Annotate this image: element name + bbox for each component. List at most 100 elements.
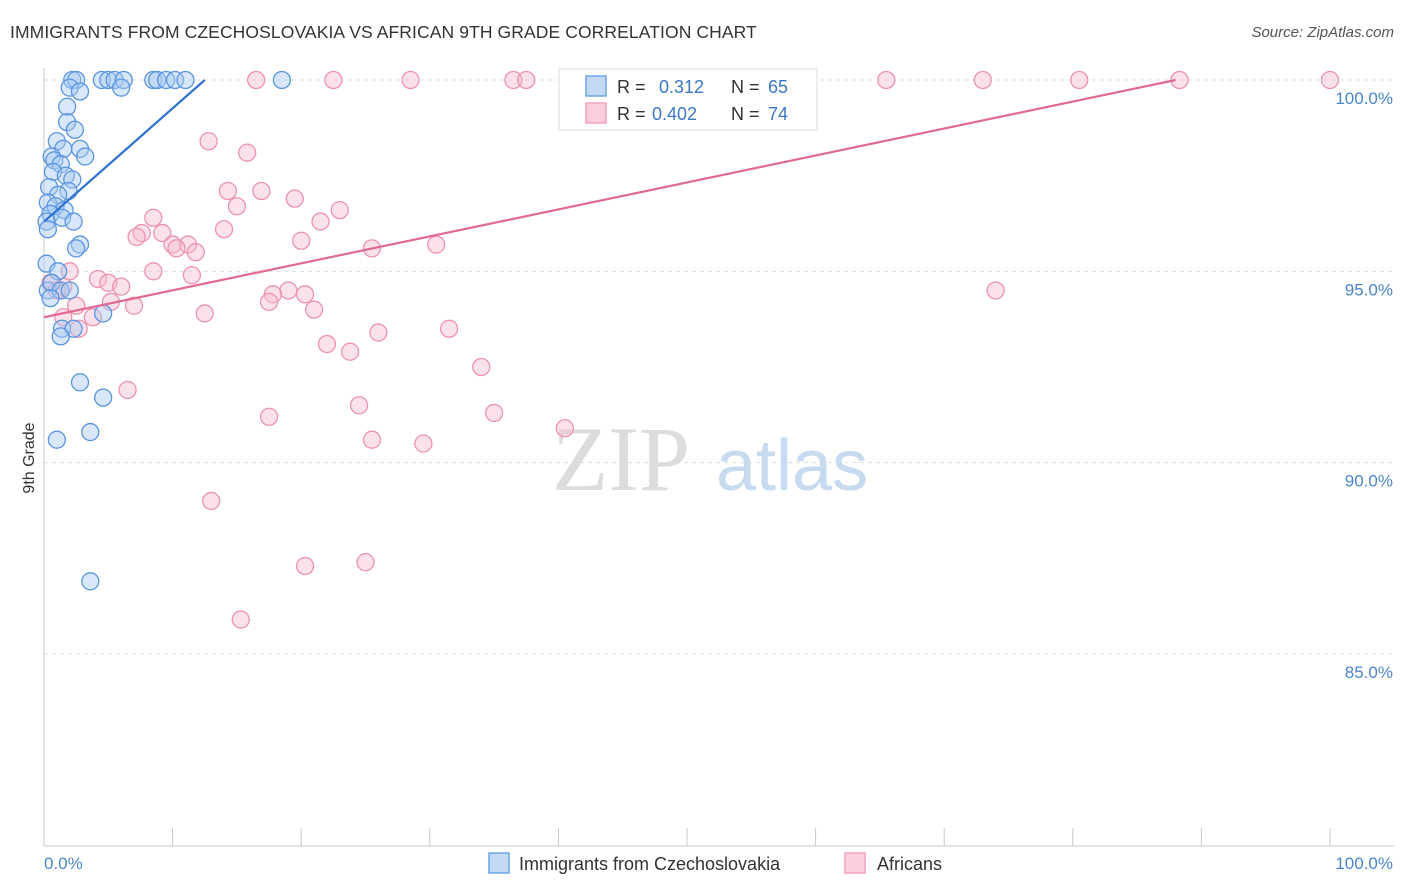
y-tick-label: 85.0%	[1345, 663, 1393, 682]
point-africans[interactable]	[247, 70, 266, 90]
point-africans[interactable]	[238, 143, 257, 162]
point-africans[interactable]	[227, 197, 247, 216]
point-africans[interactable]	[182, 266, 202, 285]
point-czechoslovakia[interactable]	[272, 70, 292, 90]
legend: R = 0.312 N = 65 R = 0.402 N = 74	[558, 68, 818, 131]
point-czechoslovakia[interactable]	[176, 70, 195, 90]
y-axis-title: 9th Grade	[21, 422, 38, 493]
point-africans[interactable]	[414, 434, 433, 453]
point-africans[interactable]	[252, 181, 271, 201]
point-czechoslovakia[interactable]	[94, 304, 113, 323]
point-czechoslovakia[interactable]	[57, 97, 77, 116]
point-africans[interactable]	[144, 208, 163, 227]
point-africans[interactable]	[231, 610, 250, 629]
point-africans[interactable]	[118, 380, 137, 400]
point-czechoslovakia[interactable]	[47, 430, 67, 449]
point-africans[interactable]	[330, 200, 349, 220]
point-africans[interactable]	[317, 334, 337, 354]
legend-r-label-2: R =	[617, 104, 646, 124]
point-africans[interactable]	[401, 70, 420, 90]
watermark-zip: ZIP	[552, 408, 690, 510]
point-czechoslovakia[interactable]	[166, 70, 185, 90]
point-africans[interactable]	[112, 277, 131, 296]
point-africans[interactable]	[986, 281, 1005, 300]
point-czechoslovakia[interactable]	[112, 78, 131, 97]
trendlines	[43, 78, 1176, 319]
point-africans[interactable]	[285, 189, 304, 208]
point-czechoslovakia[interactable]	[144, 70, 163, 90]
legend-swatch-blue	[585, 75, 607, 97]
point-czechoslovakia[interactable]	[94, 388, 113, 407]
point-africans[interactable]	[295, 556, 315, 576]
y-tick-label: 100.0%	[1335, 89, 1393, 108]
point-africans[interactable]	[259, 407, 279, 426]
point-africans[interactable]	[484, 403, 504, 423]
point-czechoslovakia[interactable]	[92, 70, 112, 90]
point-africans[interactable]	[83, 308, 103, 327]
x-tick-label-max: 100.0%	[1335, 854, 1393, 873]
point-africans[interactable]	[1320, 70, 1340, 90]
point-africans[interactable]	[153, 223, 172, 243]
point-africans[interactable]	[369, 323, 388, 342]
point-czechoslovakia[interactable]	[70, 82, 90, 101]
point-africans[interactable]	[295, 285, 315, 304]
point-africans[interactable]	[178, 235, 198, 254]
point-czechoslovakia[interactable]	[65, 120, 85, 139]
point-africans[interactable]	[292, 231, 311, 250]
point-africans[interactable]	[555, 419, 574, 438]
point-africans[interactable]	[427, 235, 446, 254]
point-czechoslovakia[interactable]	[60, 281, 79, 300]
point-africans[interactable]	[186, 243, 205, 262]
y-tick-label: 95.0%	[1345, 280, 1393, 299]
watermark-atlas: atlas	[716, 426, 868, 506]
point-africans[interactable]	[167, 239, 186, 258]
point-africans[interactable]	[504, 70, 523, 90]
bottom-legend-label-africans[interactable]: Africans	[877, 854, 942, 874]
point-czechoslovakia[interactable]	[81, 422, 100, 442]
point-czechoslovakia[interactable]	[76, 147, 95, 166]
point-czechoslovakia[interactable]	[70, 373, 90, 392]
point-czechoslovakia[interactable]	[51, 327, 70, 346]
point-africans[interactable]	[218, 181, 238, 201]
point-africans[interactable]	[973, 70, 992, 90]
point-africans[interactable]	[362, 430, 382, 449]
point-africans[interactable]	[356, 553, 375, 572]
point-africans[interactable]	[144, 262, 163, 281]
point-africans[interactable]	[472, 357, 491, 377]
point-africans[interactable]	[1070, 70, 1089, 90]
point-africans[interactable]	[304, 300, 324, 319]
point-czechoslovakia[interactable]	[38, 220, 58, 239]
point-africans[interactable]	[439, 319, 459, 338]
point-africans[interactable]	[214, 220, 234, 239]
point-africans[interactable]	[88, 269, 108, 289]
point-czechoslovakia[interactable]	[48, 262, 68, 281]
point-czechoslovakia[interactable]	[41, 288, 60, 308]
watermark: ZIP atlas	[552, 408, 868, 510]
point-africans[interactable]	[877, 70, 896, 90]
point-africans[interactable]	[199, 132, 218, 151]
point-czechoslovakia[interactable]	[63, 170, 82, 189]
point-czechoslovakia[interactable]	[67, 239, 86, 258]
point-africans[interactable]	[127, 227, 146, 247]
point-czechoslovakia[interactable]	[64, 212, 83, 231]
point-czechoslovakia[interactable]	[60, 78, 79, 97]
series-czechoslovakia	[37, 70, 292, 591]
point-africans[interactable]	[259, 292, 279, 312]
point-africans[interactable]	[279, 281, 298, 300]
point-africans[interactable]	[340, 342, 360, 361]
bottom-legend-swatch-blue[interactable]	[488, 852, 510, 874]
point-czechoslovakia[interactable]	[57, 112, 77, 132]
point-africans[interactable]	[324, 70, 343, 90]
point-africans[interactable]	[202, 491, 221, 511]
point-africans[interactable]	[311, 212, 330, 231]
bottom-legend-label-czechoslovakia[interactable]: Immigrants from Czechoslovakia	[519, 854, 781, 874]
axes	[43, 68, 1394, 847]
point-czechoslovakia[interactable]	[37, 212, 56, 231]
point-africans[interactable]	[195, 304, 214, 323]
point-africans[interactable]	[349, 396, 369, 415]
point-africans[interactable]	[517, 70, 536, 90]
bottom-legend-swatch-pink[interactable]	[844, 852, 866, 874]
point-czechoslovakia[interactable]	[81, 572, 100, 591]
point-czechoslovakia[interactable]	[48, 185, 68, 204]
point-czechoslovakia[interactable]	[51, 155, 70, 174]
